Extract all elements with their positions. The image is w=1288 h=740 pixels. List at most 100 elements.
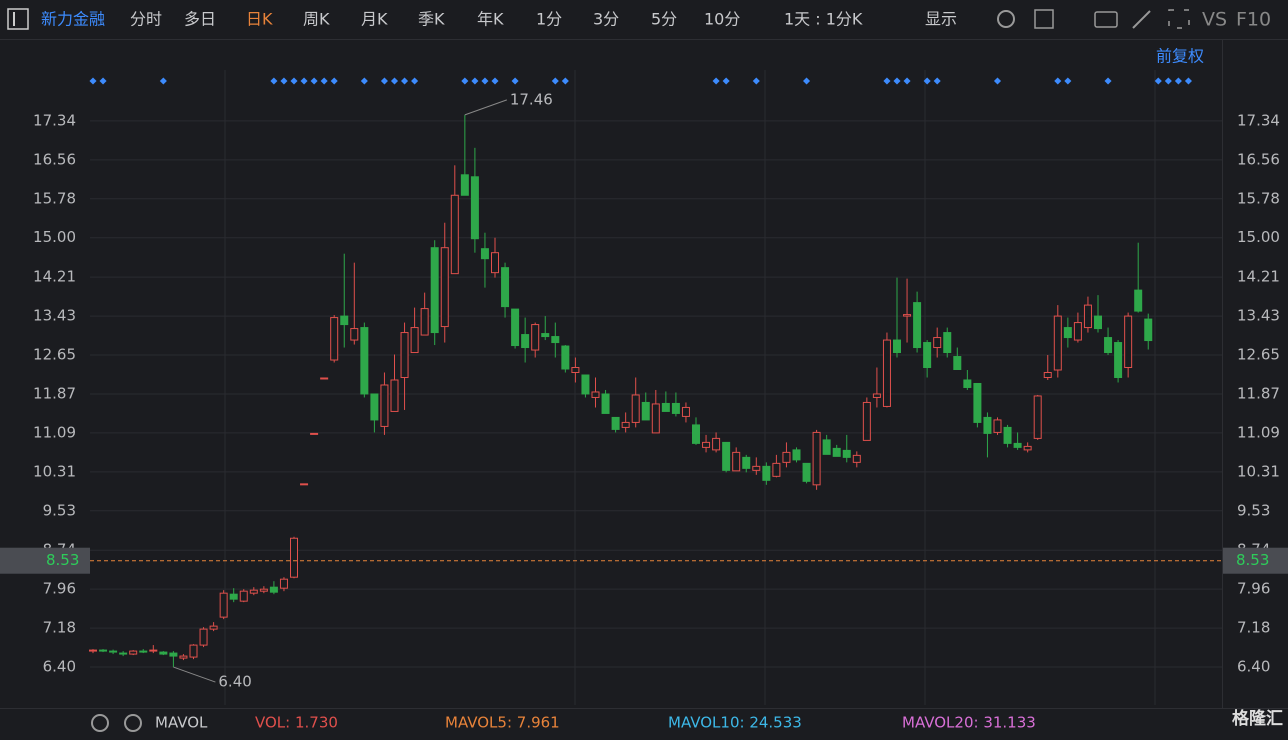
candle-body (973, 382, 982, 423)
candle-body (752, 465, 761, 471)
candle-body (89, 649, 97, 652)
candle-body (350, 328, 359, 341)
candle-body (129, 650, 138, 655)
event-marker[interactable] (722, 77, 730, 85)
candle-body (149, 649, 158, 652)
event-marker[interactable] (411, 77, 419, 85)
month-dividers (224, 70, 1156, 705)
stock-name[interactable]: 新力金融 (41, 10, 105, 29)
period-tab[interactable]: 分时 (130, 10, 162, 29)
candle-body (259, 588, 268, 592)
period-tab[interactable]: 周K (303, 10, 330, 29)
period-tab[interactable]: 1分 (536, 10, 562, 29)
candle-body (169, 652, 178, 657)
event-marker[interactable] (933, 77, 941, 85)
candle-body (320, 377, 329, 380)
display-menu[interactable]: 显示 (925, 10, 957, 29)
event-marker[interactable] (903, 77, 911, 85)
period-tab[interactable]: 10分 (704, 10, 740, 29)
camera-icon[interactable] (1094, 11, 1118, 28)
last-price-label-right: 8.53 (1236, 551, 1269, 569)
settings-icon[interactable] (997, 10, 1015, 28)
indicator-close[interactable] (124, 714, 142, 732)
event-marker[interactable] (551, 77, 559, 85)
event-marker[interactable] (401, 77, 409, 85)
candle-body (99, 649, 108, 652)
event-marker[interactable] (893, 77, 901, 85)
period-tab[interactable]: 3分 (593, 10, 619, 29)
y-tick-label-right: 6.40 (1237, 658, 1270, 676)
event-marker[interactable] (752, 77, 760, 85)
logo: 格隆汇 (1232, 708, 1283, 729)
event-marker[interactable] (330, 77, 338, 85)
candle-body (249, 589, 258, 594)
candle-body (209, 625, 218, 630)
event-marker[interactable] (380, 77, 388, 85)
sidebar-toggle[interactable] (7, 8, 29, 30)
candle-body (159, 651, 168, 655)
indicator-settings[interactable] (91, 714, 109, 732)
annotation-line (464, 99, 508, 116)
period-tab[interactable]: 日K (246, 10, 273, 29)
adjust-button[interactable]: 前复权 (1156, 47, 1204, 66)
period-tab[interactable]: 季K (418, 10, 445, 29)
candle-body (1124, 315, 1133, 369)
event-marker[interactable] (803, 77, 811, 85)
event-marker[interactable] (481, 77, 489, 85)
fullscreen-icon[interactable] (1168, 9, 1190, 29)
candle-body (842, 449, 851, 458)
y-tick-label-right: 10.31 (1237, 462, 1280, 480)
event-marker[interactable] (471, 77, 479, 85)
candle-body (1023, 445, 1032, 451)
y-tick-label-right: 13.43 (1237, 307, 1280, 325)
candle-body (460, 174, 469, 196)
indicator-name[interactable]: MAVOL (155, 714, 208, 732)
box-icon[interactable] (1034, 9, 1054, 29)
event-marker[interactable] (511, 77, 519, 85)
y-tick-label-right: 15.00 (1237, 228, 1280, 246)
candle-body (1114, 342, 1123, 378)
candle-body (722, 441, 731, 471)
candle-body (1083, 304, 1092, 329)
candle-body (782, 451, 791, 463)
candle-body (330, 317, 339, 361)
candle-body (219, 592, 228, 618)
event-marker[interactable] (300, 77, 308, 85)
event-marker[interactable] (280, 77, 288, 85)
event-marker[interactable] (561, 77, 569, 85)
y-tick-label: 6.40 (43, 658, 76, 676)
event-marker[interactable] (290, 77, 298, 85)
period-tab[interactable]: 多日 (184, 10, 216, 29)
event-marker[interactable] (360, 77, 368, 85)
event-marker[interactable] (89, 77, 97, 85)
last-price-box-right (1223, 547, 1288, 574)
event-marker[interactable] (491, 77, 499, 85)
candle-body (1043, 372, 1052, 378)
event-marker[interactable] (993, 77, 1002, 85)
period-tab[interactable]: 5分 (651, 10, 677, 29)
pen-icon[interactable] (1132, 10, 1151, 29)
candle-body (380, 384, 389, 427)
event-marker[interactable] (883, 77, 891, 85)
event-marker[interactable] (159, 77, 167, 85)
last-price-label: 8.53 (46, 551, 79, 569)
candle-body (189, 644, 198, 658)
event-marker[interactable] (390, 77, 399, 85)
candle-body (1053, 315, 1062, 371)
period-select[interactable]: 1天 : 1分K (784, 10, 863, 29)
period-tab[interactable]: 月K (361, 10, 388, 29)
event-marker[interactable] (712, 77, 720, 85)
event-marker[interactable] (310, 77, 318, 85)
event-marker[interactable] (270, 77, 278, 85)
candle-body (531, 324, 540, 351)
f10-button[interactable]: F10 (1236, 9, 1271, 31)
vs-button[interactable]: VS (1202, 9, 1227, 31)
event-marker[interactable] (320, 77, 328, 85)
period-tab[interactable]: 年K (477, 10, 504, 29)
candle-body (732, 451, 741, 472)
event-marker[interactable] (923, 77, 931, 85)
event-marker[interactable] (461, 77, 469, 85)
event-marker[interactable] (99, 77, 107, 85)
y-tick-label: 7.96 (43, 580, 76, 598)
